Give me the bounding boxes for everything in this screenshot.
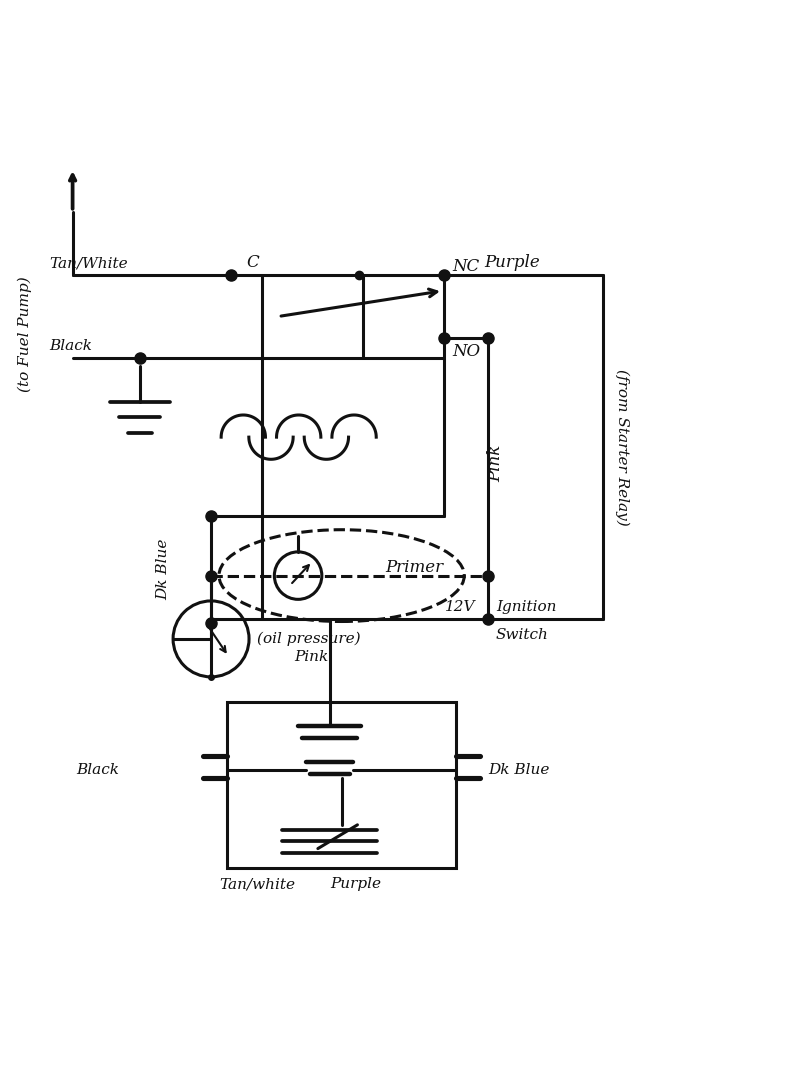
Text: (oil pressure): (oil pressure): [257, 632, 360, 646]
Text: Dk Blue: Dk Blue: [156, 539, 171, 600]
Bar: [227, 702, 457, 868]
Text: Switch: Switch: [496, 627, 549, 642]
Text: Dk Blue: Dk Blue: [488, 764, 549, 778]
Text: Tan/white: Tan/white: [219, 877, 295, 891]
Text: Ignition: Ignition: [496, 600, 557, 615]
Text: Primer: Primer: [385, 558, 443, 576]
Text: Pink: Pink: [488, 444, 504, 482]
Text: Black: Black: [76, 764, 120, 778]
Text: C: C: [247, 254, 260, 271]
Text: Tan/White: Tan/White: [49, 256, 128, 270]
Text: NC: NC: [453, 258, 480, 275]
Text: (from Starter Relay): (from Starter Relay): [615, 368, 630, 525]
Text: NO: NO: [453, 342, 480, 360]
Text: Purple: Purple: [330, 877, 381, 891]
Text: (to Fuel Pump): (to Fuel Pump): [18, 276, 33, 392]
Text: Purple: Purple: [484, 254, 540, 271]
Text: 12V: 12V: [445, 600, 475, 615]
Text: Black: Black: [49, 339, 92, 353]
Text: Pink: Pink: [294, 650, 329, 664]
